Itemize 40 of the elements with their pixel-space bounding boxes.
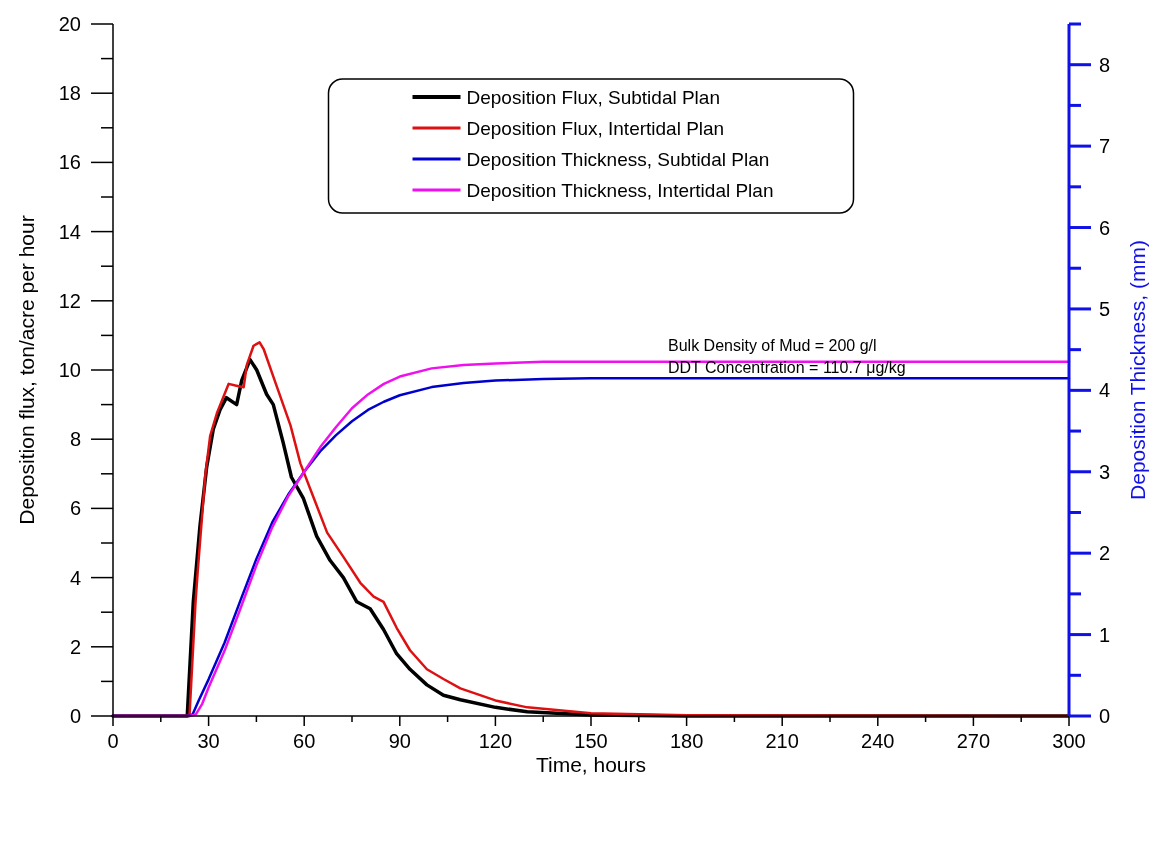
y-tick-label: 16 (58, 151, 81, 174)
y-tick-label: 2 (69, 635, 81, 658)
y-axis-title: Deposition flux, ton/acre per hour (15, 215, 38, 525)
x-tick-label: 270 (956, 730, 991, 752)
x-tick-label: 180 (669, 730, 704, 752)
x-tick-label: 120 (478, 730, 513, 752)
y-tick-label: 0 (69, 705, 81, 727)
x-tick-label: 240 (861, 730, 895, 752)
legend-label: Deposition Flux, Intertidal Plan (466, 118, 725, 139)
legend-label: Deposition Thickness, Subtidal Plan (466, 149, 770, 170)
y-tick-label: 4 (69, 566, 81, 589)
x-tick-label: 0 (107, 730, 119, 752)
y-tick-label: 10 (58, 359, 81, 381)
y-tick-label: 18 (58, 82, 81, 105)
y2-tick-label: 8 (1099, 53, 1111, 76)
y2-tick-label: 7 (1099, 135, 1111, 158)
y2-tick-label: 6 (1099, 216, 1111, 239)
x-tick-label: 30 (197, 730, 220, 752)
y-tick-label: 6 (69, 497, 81, 520)
y2-tick-label: 5 (1099, 297, 1111, 320)
x-tick-label: 210 (765, 730, 799, 752)
x-tick-label: 60 (293, 730, 316, 752)
y2-tick-label: 0 (1099, 705, 1111, 727)
y-tick-label: 12 (58, 289, 81, 312)
x-tick-label: 150 (574, 730, 608, 752)
annotation: DDT Concentration = 110.7 μg/kg (668, 359, 906, 376)
x-tick-label: 90 (388, 730, 411, 752)
annotation: Bulk Density of Mud = 200 g/l (668, 337, 877, 354)
y-tick-label: 20 (58, 13, 81, 35)
y-tick-label: 8 (69, 428, 81, 451)
y2-tick-label: 1 (1099, 623, 1111, 646)
legend-label: Deposition Flux, Subtidal Plan (466, 87, 720, 108)
y2-tick-label: 3 (1099, 460, 1111, 483)
y2-tick-label: 4 (1099, 379, 1111, 402)
y2-tick-label: 2 (1099, 542, 1111, 565)
y-tick-label: 14 (58, 220, 81, 243)
legend-label: Deposition Thickness, Intertidal Plan (466, 180, 774, 201)
x-axis-title: Time, hours (535, 753, 647, 776)
x-tick-label: 300 (1052, 730, 1086, 752)
y2-axis-title: Deposition Thickness, (mm) (1126, 240, 1149, 500)
